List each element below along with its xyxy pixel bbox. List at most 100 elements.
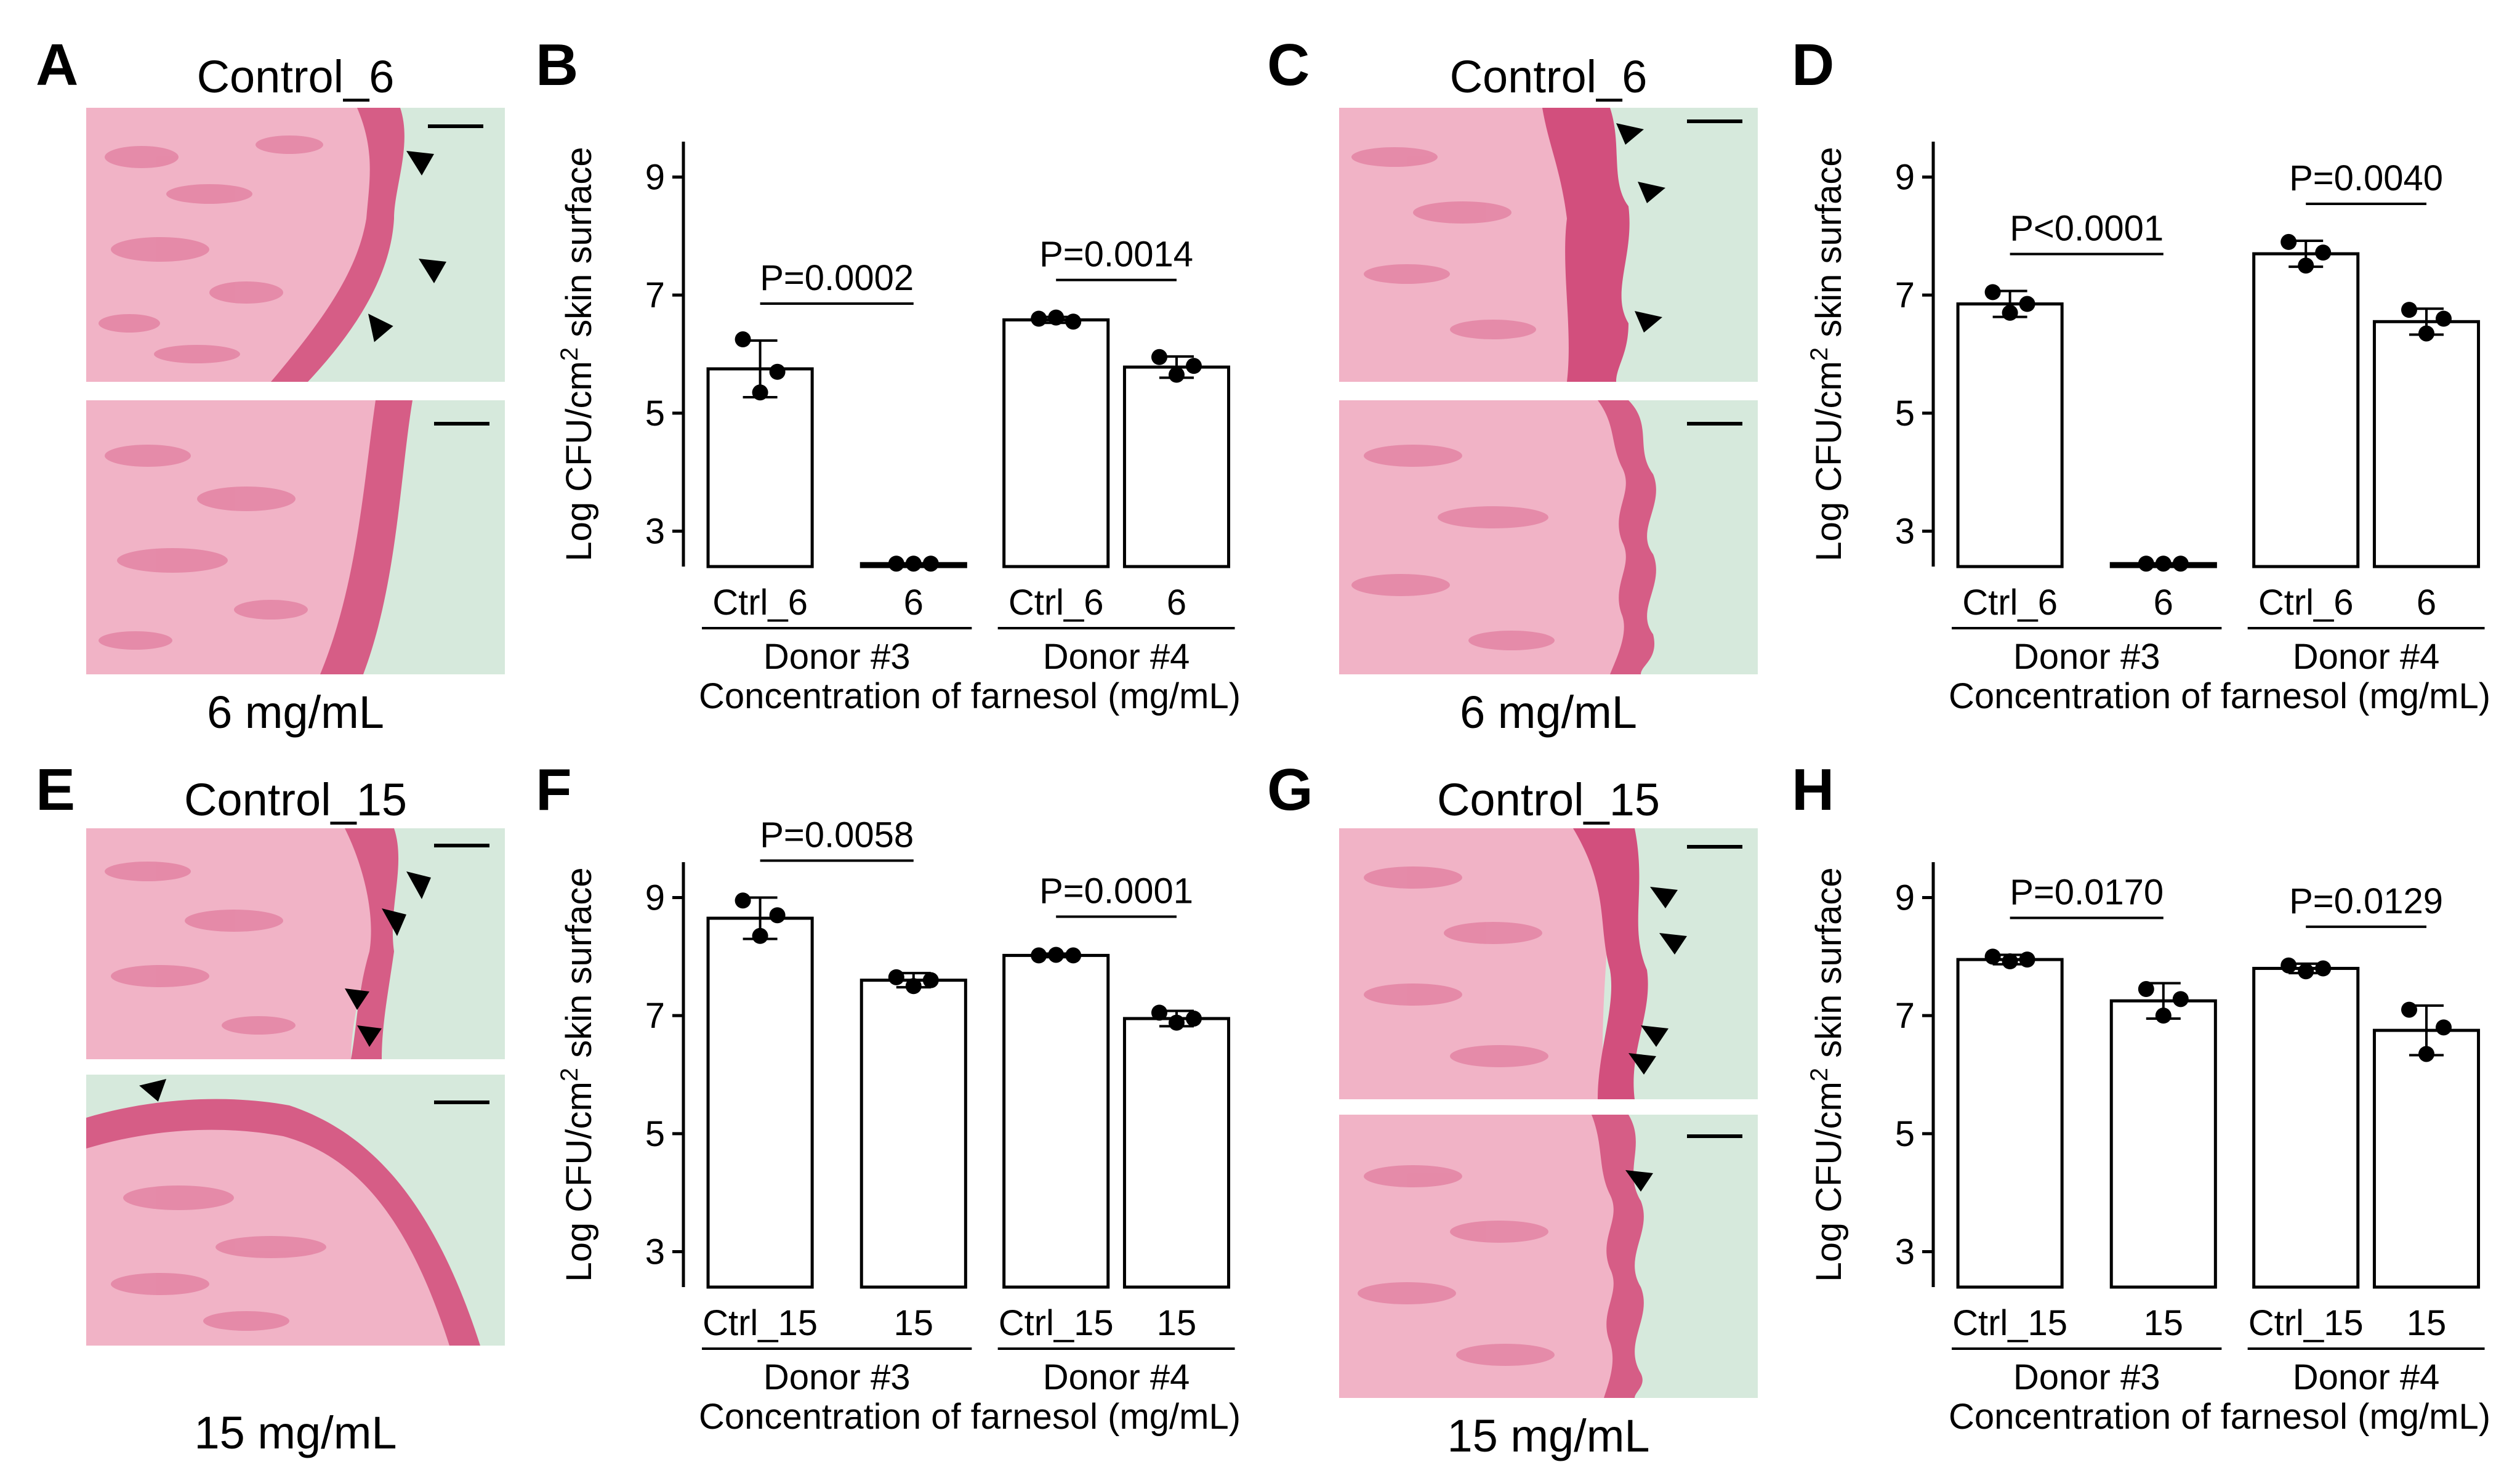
data-point xyxy=(922,972,939,988)
p-value-label: P=0.0001 xyxy=(1039,871,1193,911)
y-tick-label: 5 xyxy=(1895,1114,1915,1154)
bar xyxy=(706,916,814,1289)
bar xyxy=(1122,1017,1231,1289)
y-tick-label: 7 xyxy=(1895,275,1915,315)
y-axis-label: Log CFU/cm2 skin surface xyxy=(1806,147,1849,561)
data-point xyxy=(2418,325,2434,342)
data-point xyxy=(1169,366,1185,383)
y-tick-label: 3 xyxy=(645,1232,665,1272)
data-point xyxy=(735,892,751,909)
group-label: Donor #4 xyxy=(1043,637,1190,677)
panel-c-top-caption: Control_6 xyxy=(1449,51,1648,102)
group-label: Donor #4 xyxy=(1043,1357,1190,1397)
histology-e-bottom-svg xyxy=(86,1075,505,1346)
y-tick-label: 9 xyxy=(645,158,665,198)
data-point xyxy=(2138,555,2154,572)
y-tick-label: 7 xyxy=(1895,996,1915,1036)
data-point xyxy=(769,363,786,380)
group-label: Donor #3 xyxy=(2013,637,2160,677)
data-point xyxy=(2172,555,2189,572)
x-category-label: 15 xyxy=(2407,1303,2447,1343)
histology-image-e-control xyxy=(86,828,505,1059)
data-point xyxy=(1186,358,1202,374)
data-point xyxy=(1048,309,1065,326)
data-point xyxy=(888,969,904,985)
data-point xyxy=(735,331,751,348)
y-tick-label: 9 xyxy=(645,878,665,918)
p-value-label: P=0.0014 xyxy=(1039,235,1193,275)
panel-a-bottom-caption: 6 mg/mL xyxy=(207,687,384,738)
data-point xyxy=(905,978,922,995)
histology-image-g-treated xyxy=(1339,1115,1758,1398)
y-tick-label: 7 xyxy=(645,996,665,1036)
bar xyxy=(2372,1028,2481,1289)
data-point xyxy=(2436,1019,2452,1036)
histology-c-bottom-svg xyxy=(1339,400,1758,674)
data-point xyxy=(752,927,768,944)
data-point xyxy=(2019,296,2035,312)
bar xyxy=(2372,320,2481,568)
data-point xyxy=(1151,1004,1167,1021)
panel-label-a: A xyxy=(36,32,79,98)
data-point xyxy=(2401,302,2417,318)
panel-label-b: B xyxy=(536,32,579,98)
x-category-label: 15 xyxy=(2144,1303,2184,1343)
x-category-label: Ctrl_6 xyxy=(2258,583,2354,623)
data-point xyxy=(2315,960,2332,977)
histology-a-bottom-svg xyxy=(86,400,505,674)
data-point xyxy=(1151,349,1167,365)
data-point xyxy=(1186,1010,1202,1027)
panel-e-top-caption: Control_15 xyxy=(183,774,407,825)
bar xyxy=(859,979,967,1289)
y-tick-label: 7 xyxy=(645,275,665,315)
x-category-label: 6 xyxy=(2154,583,2173,623)
bar-chart-d: 3 5 7 9 Log CFU/cm2 skin surface Ctrl_6 6 Ctrl_… xyxy=(1806,142,2490,716)
data-point xyxy=(1031,310,1047,327)
x-axis-label: Concentration of farnesol (mg/mL) xyxy=(1949,1397,2490,1437)
panel-label-f: F xyxy=(536,757,572,823)
data-point xyxy=(1984,284,2001,301)
histology-image-a-treated xyxy=(86,400,505,674)
histology-a-top-svg xyxy=(86,108,505,382)
panel-label-h: H xyxy=(1792,757,1835,823)
group-label: Donor #3 xyxy=(2013,1357,2160,1397)
data-point xyxy=(2172,991,2189,1008)
data-point xyxy=(2155,555,2172,572)
p-value-label: P=0.0040 xyxy=(2289,158,2443,198)
histology-c-top-svg xyxy=(1339,108,1758,382)
group-label: Donor #4 xyxy=(2293,1357,2440,1397)
x-category-label: Ctrl_15 xyxy=(999,1303,1114,1343)
data-point xyxy=(2002,953,2018,969)
bar-chart-h: 3 5 7 9 Log CFU/cm2 skin surface Ctrl_15 15 Ctr… xyxy=(1806,862,2490,1437)
x-category-label: Ctrl_15 xyxy=(702,1303,818,1343)
bar xyxy=(2252,252,2360,568)
x-category-label: Ctrl_6 xyxy=(1008,583,1104,623)
bar xyxy=(2109,999,2217,1289)
data-point xyxy=(2418,1046,2434,1062)
x-axis-label: Concentration of farnesol (mg/mL) xyxy=(699,676,1241,716)
panel-g-top-caption: Control_15 xyxy=(1436,774,1660,825)
data-point xyxy=(2155,1008,2172,1024)
x-category-label: 6 xyxy=(1167,583,1186,623)
x-axis-label: Concentration of farnesol (mg/mL) xyxy=(699,1397,1241,1437)
group-label: Donor #3 xyxy=(763,1357,911,1397)
panel-a-top-caption: Control_6 xyxy=(196,51,395,102)
y-axis-label: Log CFU/cm2 skin surface xyxy=(556,147,599,561)
y-tick-label: 5 xyxy=(645,394,665,434)
panel-label-g: G xyxy=(1267,757,1313,823)
y-tick-label: 5 xyxy=(1895,394,1915,434)
panel-g-bottom-caption: 15 mg/mL xyxy=(1447,1410,1650,1461)
y-tick-label: 3 xyxy=(1895,1232,1915,1272)
y-axis-label: Log CFU/cm2 skin surface xyxy=(556,867,599,1282)
data-point xyxy=(2138,981,2154,998)
histology-image-c-treated xyxy=(1339,400,1758,674)
panel-label-d: D xyxy=(1792,32,1835,98)
data-point xyxy=(2002,304,2018,321)
x-category-label: Ctrl_15 xyxy=(2248,1303,2364,1343)
bar xyxy=(1002,953,1110,1289)
y-tick-label: 9 xyxy=(1895,158,1915,198)
data-point xyxy=(888,555,904,572)
y-tick-label: 5 xyxy=(645,1114,665,1154)
panel-label-c: C xyxy=(1267,32,1310,98)
data-point xyxy=(1169,1014,1185,1031)
